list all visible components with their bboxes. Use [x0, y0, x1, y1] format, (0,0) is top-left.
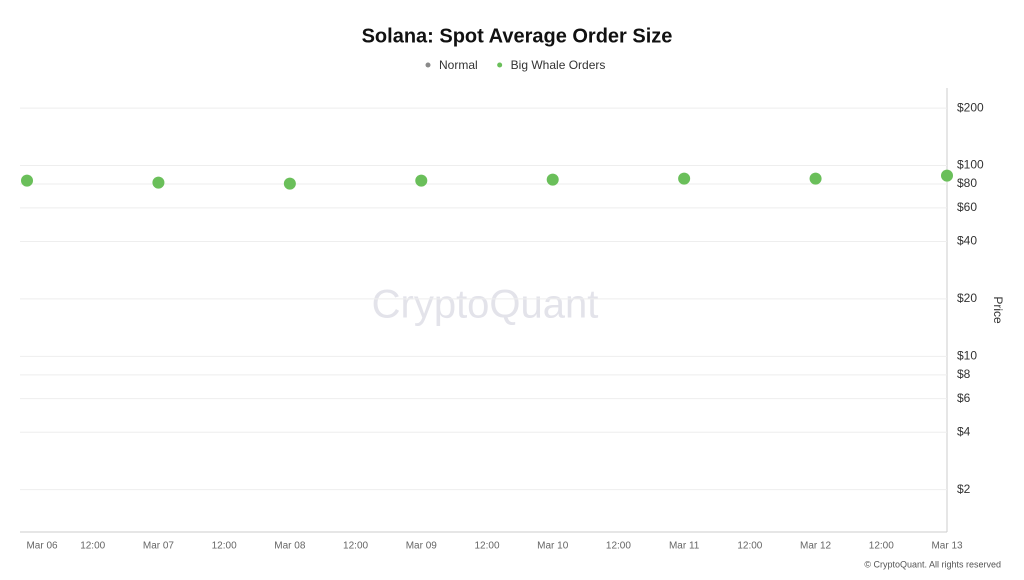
y-tick-label: $8 [957, 367, 971, 381]
x-tick-label: Mar 13 [931, 541, 963, 552]
legend-label: Big Whale Orders [511, 58, 606, 72]
point [283, 177, 296, 190]
x-tick-label: 12:00 [869, 541, 894, 552]
y-tick-label: $2 [957, 482, 971, 496]
legend-marker [497, 62, 503, 68]
y-tick-label: $200 [957, 100, 984, 114]
chart-title: Solana: Spot Average Order Size [362, 25, 673, 47]
watermark: CryptoQuant [372, 283, 599, 327]
x-tick-label: 12:00 [474, 541, 499, 552]
y-axis-label: Price [991, 296, 1005, 324]
y-tick-label: $60 [957, 200, 977, 214]
y-tick-label: $4 [957, 424, 971, 438]
y-tick-label: $20 [957, 291, 977, 305]
point [809, 172, 822, 185]
point [546, 173, 559, 186]
y-tick-label: $80 [957, 176, 977, 190]
y-tick-label: $40 [957, 234, 977, 248]
y-tick-label: $10 [957, 349, 977, 363]
x-tick-label: 12:00 [606, 541, 631, 552]
point [152, 176, 165, 189]
point [415, 174, 428, 187]
x-tick-label: 12:00 [80, 541, 105, 552]
point [941, 169, 953, 182]
legend-marker [425, 62, 431, 68]
point [678, 172, 691, 185]
credit: © CryptoQuant. All rights reserved [864, 559, 1001, 569]
x-tick-label: Mar 12 [800, 541, 832, 552]
x-tick-label: 12:00 [737, 541, 762, 552]
y-tick-label: $6 [957, 391, 971, 405]
x-tick-label: 12:00 [212, 541, 237, 552]
x-tick-label: 12:00 [343, 541, 368, 552]
point [21, 174, 33, 187]
y-tick-label: $100 [957, 158, 984, 172]
x-tick-label: Mar 06 [26, 541, 58, 552]
x-tick-label: Mar 09 [406, 541, 438, 552]
x-tick-label: Mar 08 [274, 541, 306, 552]
legend-label: Normal [439, 58, 478, 72]
x-tick-label: Mar 11 [669, 541, 700, 552]
x-tick-label: Mar 07 [143, 541, 175, 552]
x-tick-label: Mar 10 [537, 541, 569, 552]
